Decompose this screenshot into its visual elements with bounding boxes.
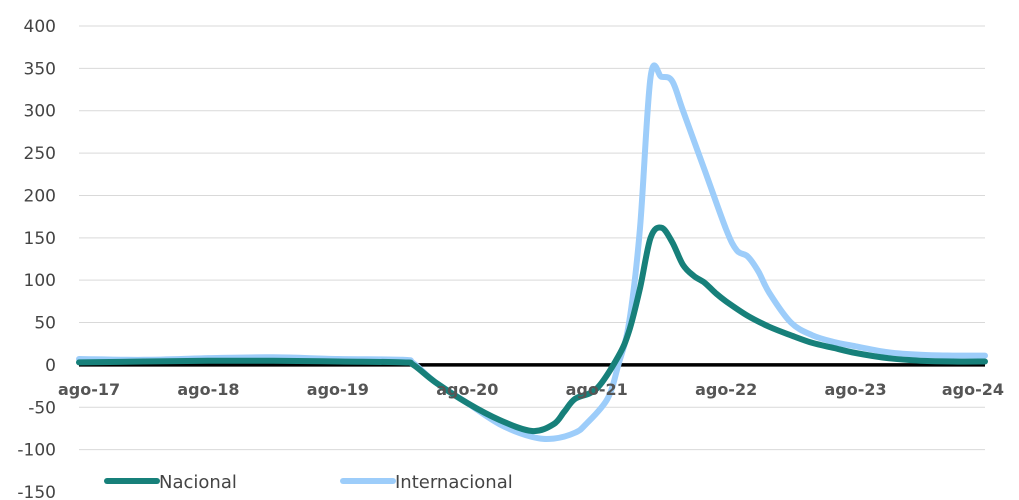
x-axis-tick-labels: ago-17 ago-18 ago-19 ago-20 ago-21 ago-22 ago-… <box>58 380 1004 399</box>
series-lines <box>76 62 988 443</box>
y-tick-label: -100 <box>17 441 56 461</box>
y-tick-label: -150 <box>17 483 56 500</box>
legend-label-nacional: Nacional <box>159 472 237 493</box>
x-tick-label: ago-22 <box>695 380 757 399</box>
x-tick-label: ago-17 <box>58 380 120 399</box>
y-tick-label: 400 <box>24 17 56 37</box>
y-axis-tick-labels: -150 -100 -50 0 50 100 150 200 250 300 350 400 <box>17 17 56 500</box>
y-tick-label: 300 <box>24 102 56 122</box>
y-tick-label: 0 <box>45 356 56 376</box>
y-tick-label: 50 <box>34 314 56 334</box>
y-tick-label: -50 <box>28 398 56 418</box>
series-line-nacional <box>76 224 988 435</box>
y-tick-label: 150 <box>24 229 56 249</box>
x-tick-label: ago-24 <box>942 380 1004 399</box>
legend-label-internacional: Internacional <box>395 472 513 493</box>
x-tick-label: ago-23 <box>824 380 886 399</box>
y-tick-label: 350 <box>24 59 56 79</box>
gridlines <box>79 25 985 451</box>
y-tick-label: 200 <box>24 186 56 206</box>
legend: Nacional Internacional <box>104 472 513 493</box>
y-tick-label: 100 <box>24 271 56 291</box>
y-tick-label: 250 <box>24 144 56 164</box>
x-tick-label: ago-20 <box>436 380 498 399</box>
x-tick-label: ago-19 <box>307 380 369 399</box>
x-tick-label: ago-21 <box>566 380 628 399</box>
x-tick-label: ago-18 <box>177 380 239 399</box>
